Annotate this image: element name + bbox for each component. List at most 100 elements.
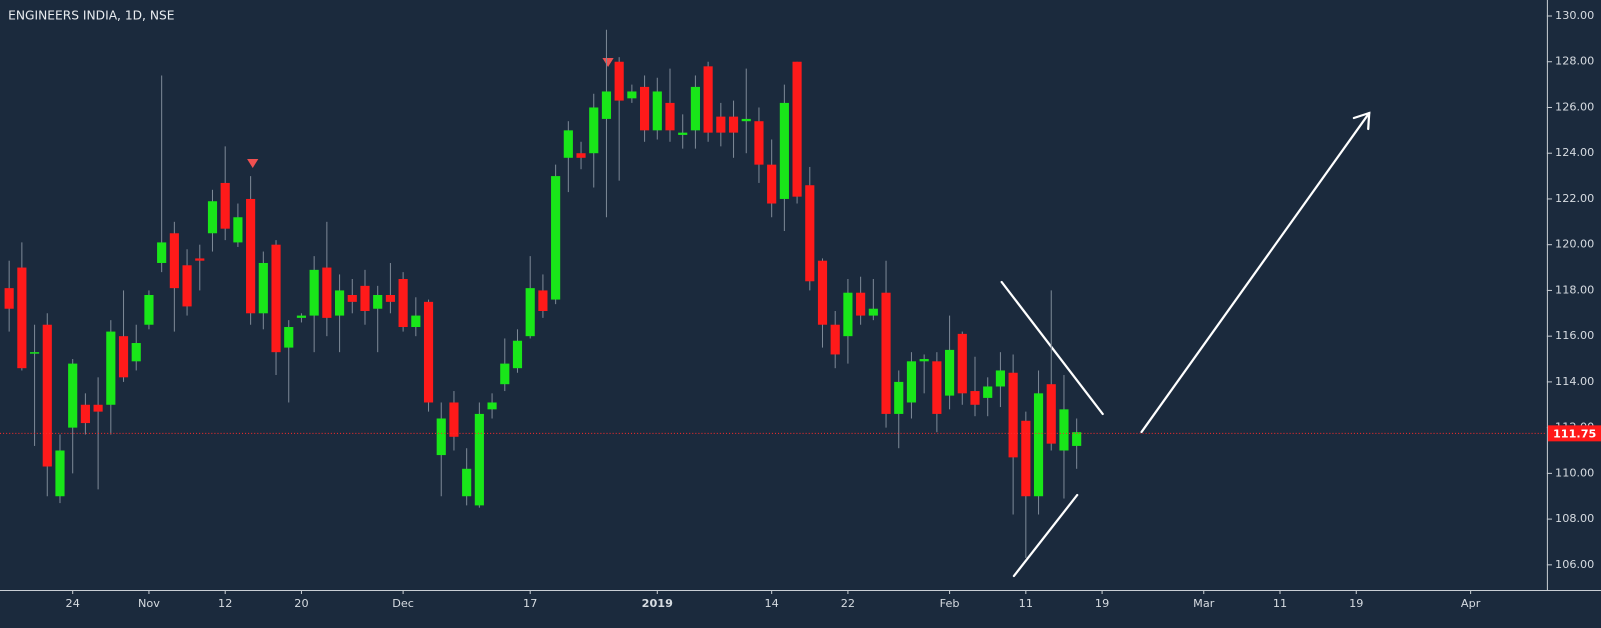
- candle-body: [500, 363, 510, 385]
- candle-body: [830, 324, 840, 355]
- candle-body: [970, 391, 980, 405]
- candle-body: [589, 107, 599, 154]
- candle-body: [385, 295, 395, 302]
- candle-body: [805, 185, 815, 282]
- candle-body: [640, 86, 650, 131]
- candle-body: [881, 292, 891, 414]
- trend-line: [1000, 280, 1104, 416]
- chart-title: ENGINEERS INDIA, 1D, NSE: [8, 9, 174, 23]
- candle-body: [207, 201, 218, 234]
- candle-body: [322, 267, 332, 318]
- x-tick-label: 2019: [642, 597, 674, 610]
- candle-body: [983, 386, 993, 398]
- candle-body: [627, 91, 637, 99]
- x-tick-label: 11: [1273, 597, 1287, 610]
- candle-body: [195, 258, 205, 261]
- candle-body: [703, 66, 713, 133]
- candle-body: [576, 153, 586, 158]
- candle-body: [538, 290, 548, 312]
- candle-body: [462, 468, 472, 497]
- y-tick-label: 120.00: [1555, 238, 1594, 251]
- candle-body: [169, 233, 179, 289]
- x-tick-label: 19: [1095, 597, 1109, 610]
- x-tick-label: 17: [523, 597, 537, 610]
- x-tick-label: Mar: [1193, 597, 1215, 610]
- candle-body: [792, 61, 802, 197]
- trend-line: [1012, 493, 1079, 578]
- candle-body: [423, 301, 434, 403]
- candle-body: [1021, 420, 1031, 497]
- candle-body: [29, 352, 40, 354]
- candle-body: [894, 381, 904, 414]
- x-tick-label: 22: [841, 597, 855, 610]
- candle-body: [182, 265, 192, 307]
- x-tick-label: 12: [218, 597, 232, 610]
- candle-body: [741, 118, 751, 122]
- candle-body: [754, 121, 764, 165]
- candle-body: [716, 116, 726, 133]
- candle-body: [906, 361, 917, 403]
- candle-body: [1033, 393, 1044, 497]
- x-tick-label: Nov: [138, 597, 160, 610]
- candle-body: [398, 278, 408, 328]
- candle-body: [373, 295, 383, 309]
- candle-body: [474, 413, 484, 506]
- candle-body: [296, 315, 307, 318]
- y-tick-label: 130.00: [1555, 9, 1594, 22]
- candle-body: [220, 182, 230, 229]
- y-tick-label: 118.00: [1555, 283, 1594, 296]
- candle-body: [131, 343, 141, 362]
- y-tick-label: 108.00: [1555, 512, 1594, 525]
- candle-body: [614, 61, 624, 101]
- candle-body: [17, 267, 27, 369]
- candle-body: [80, 404, 90, 424]
- candle-body: [4, 288, 14, 309]
- candle-body: [919, 359, 929, 362]
- last-price-box: [1547, 425, 1601, 442]
- x-tick-label: 11: [1019, 597, 1033, 610]
- candle-body: [868, 308, 878, 316]
- y-tick-label: 114.00: [1555, 375, 1594, 388]
- y-tick-label: 124.00: [1555, 146, 1594, 159]
- arrow-head: [1352, 111, 1371, 131]
- x-tick-label: 19: [1349, 597, 1363, 610]
- candle-body: [690, 86, 700, 131]
- last-price-label: 111.75: [1553, 427, 1596, 440]
- candle-body: [42, 324, 52, 467]
- y-tick-label: 122.00: [1555, 192, 1594, 205]
- candle-body: [678, 132, 688, 135]
- candle-body: [856, 292, 866, 316]
- candles: [4, 29, 1082, 558]
- candle-body: [347, 295, 357, 302]
- arrow-line: [1140, 111, 1371, 434]
- candle-body: [144, 295, 154, 325]
- candle-body: [945, 349, 955, 396]
- signal-marker: [247, 159, 259, 168]
- candle-body: [1008, 372, 1018, 458]
- candle-body: [68, 363, 78, 428]
- candle-body: [932, 361, 942, 414]
- candle-body: [118, 336, 129, 378]
- drawings: [1000, 111, 1371, 578]
- candle-body: [284, 327, 294, 348]
- y-tick-label: 126.00: [1555, 101, 1594, 114]
- candle-body: [93, 404, 103, 412]
- candle-body: [271, 244, 281, 353]
- candle-body: [233, 217, 243, 243]
- candle-body: [1046, 384, 1056, 444]
- y-tick-label: 106.00: [1555, 558, 1594, 571]
- x-tick-label: Feb: [940, 597, 960, 610]
- candle-body: [767, 164, 777, 204]
- x-tick-label: Dec: [392, 597, 414, 610]
- candle-body: [601, 91, 612, 119]
- x-tick-label: Apr: [1461, 597, 1481, 610]
- candle-body: [512, 340, 523, 369]
- candle-body: [106, 331, 116, 405]
- candle-body: [411, 315, 421, 328]
- candle-body: [665, 102, 675, 131]
- candle-body: [957, 333, 967, 394]
- candle-body: [817, 260, 828, 325]
- x-tick-label: 20: [294, 597, 308, 610]
